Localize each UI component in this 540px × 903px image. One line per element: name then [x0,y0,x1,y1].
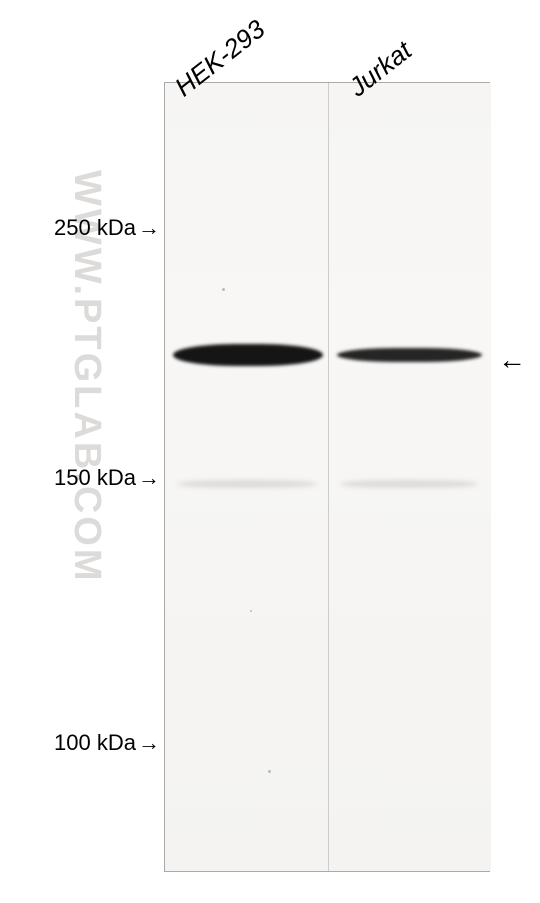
mw-text: 100 kDa [54,730,136,755]
band-lane1-main [173,344,323,366]
arrow-right-icon: → [138,730,160,756]
pointer-arrow-icon: ← [498,344,526,376]
noise-dot [268,770,271,773]
noise-dot [222,288,225,291]
noise-dot [250,610,252,612]
lane-divider [328,83,329,871]
arrow-right-icon: → [138,465,160,491]
lane-1 [165,83,328,871]
mw-text: 150 kDa [54,465,136,490]
mw-marker-150: 150 kDa→ [38,465,160,491]
arrow-right-icon: → [138,215,160,241]
mw-marker-100: 100 kDa→ [38,730,160,756]
mw-text: 250 kDa [54,215,136,240]
band-lane2-main [337,348,482,362]
mw-marker-250: 250 kDa→ [38,215,160,241]
band-lane1-faint [177,480,317,488]
blot-container: WWW.PTGLAB.COM HEK-293 Jurkat 250 kDa→ 1… [0,0,540,903]
lane-2 [328,83,491,871]
lane-area [164,82,490,872]
band-lane2-faint [340,480,478,488]
